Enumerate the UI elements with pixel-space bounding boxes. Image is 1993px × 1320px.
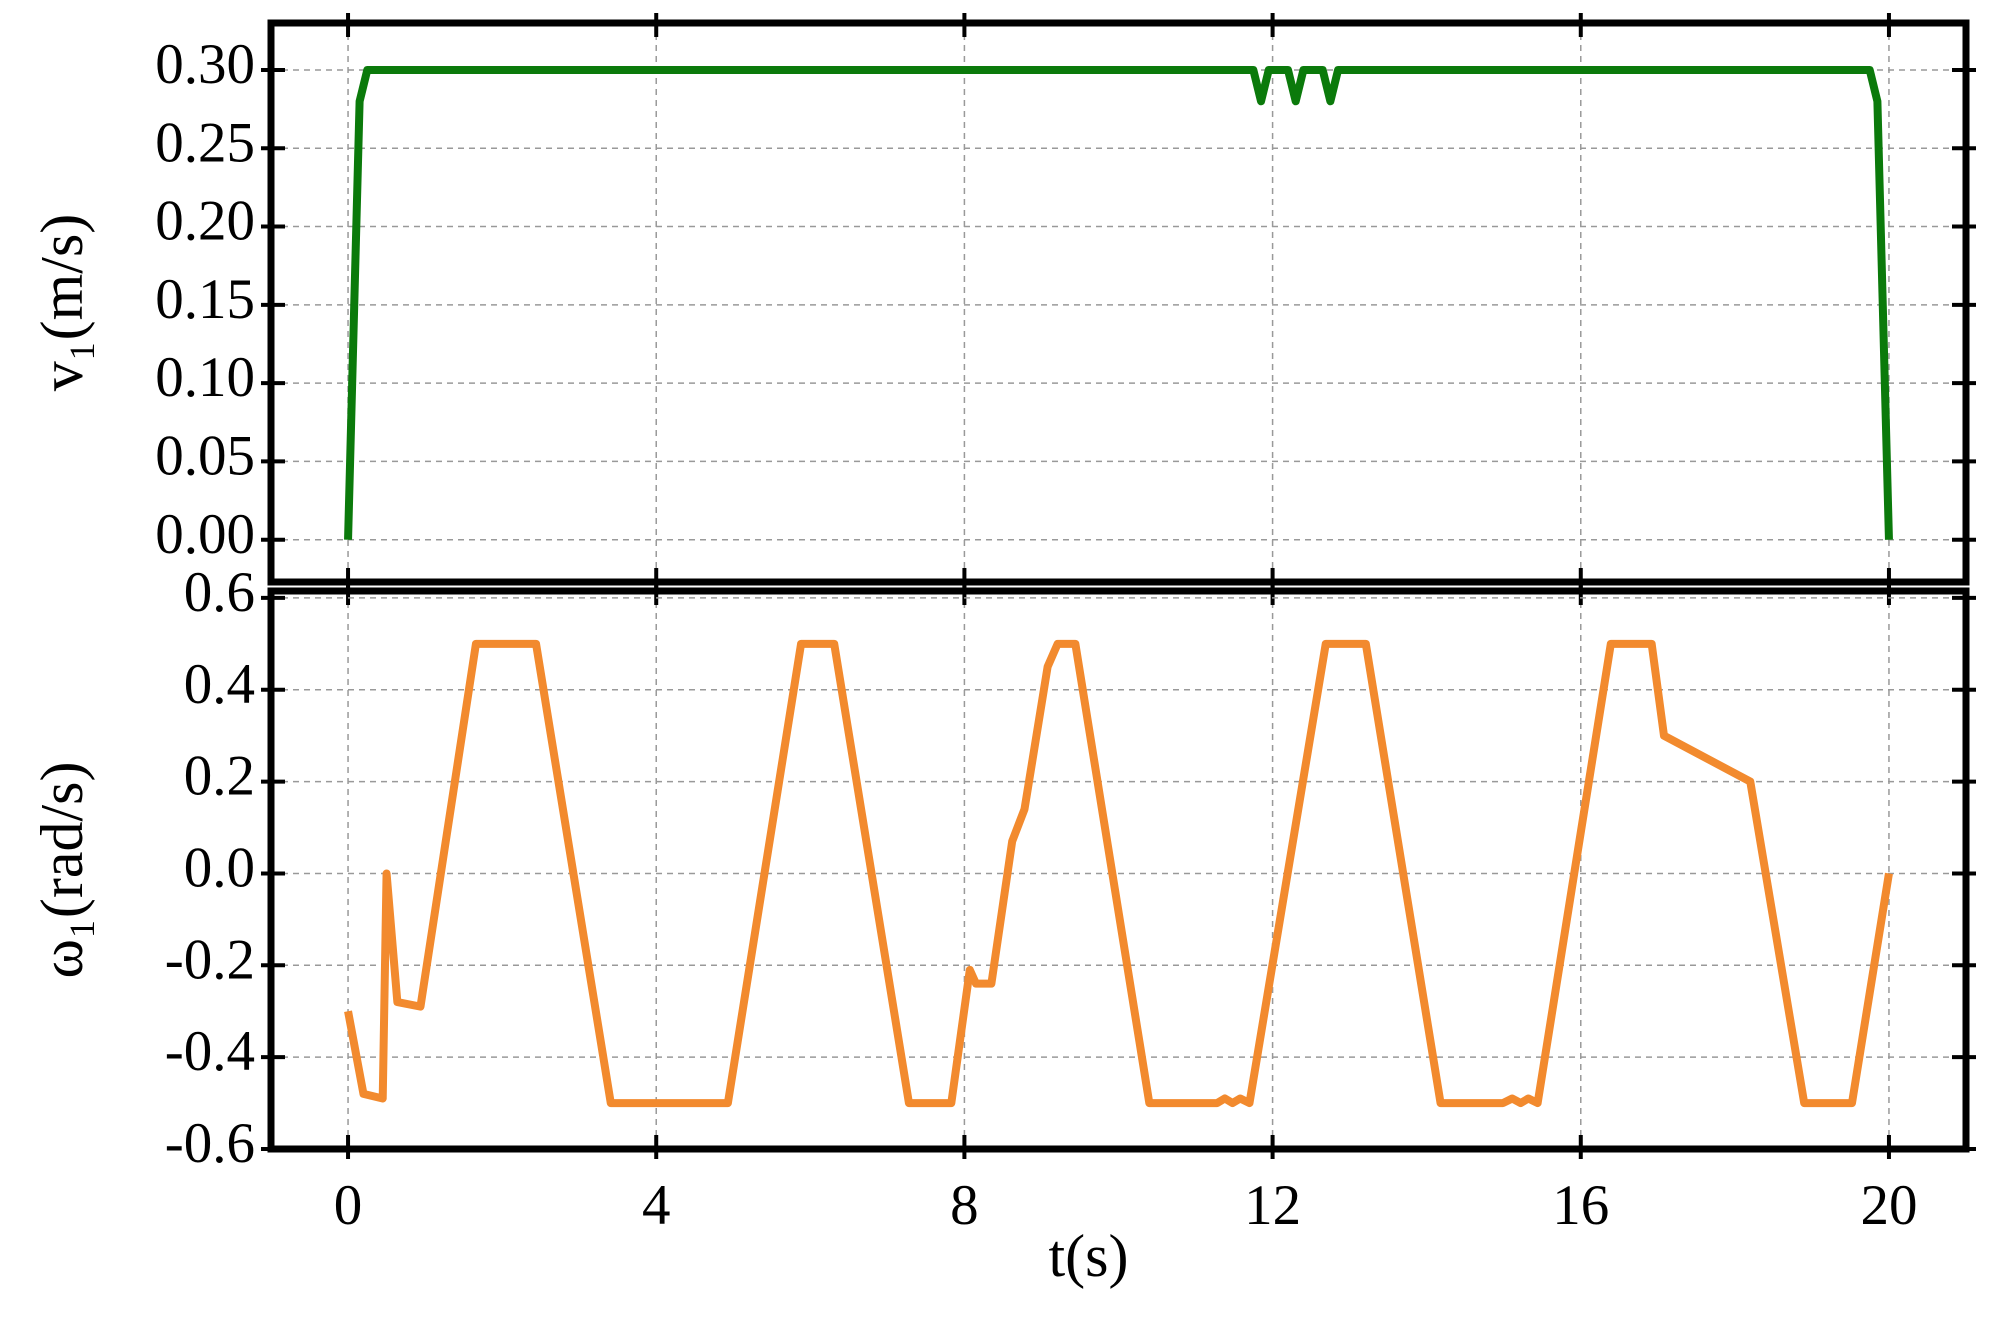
x-axis-label: t(s) — [1049, 1223, 1129, 1289]
plot-frame — [267, 19, 1970, 586]
plot-frame — [267, 587, 1970, 1153]
y-tick-label: 0.10 — [155, 346, 255, 409]
y-tick-label: 0.0 — [184, 837, 255, 900]
y-tick-label: 0.05 — [155, 425, 255, 488]
y-tick-label: -0.6 — [165, 1112, 255, 1175]
x-tick-label: 20 — [1860, 1174, 1917, 1237]
x-tick-label: 8 — [950, 1174, 979, 1237]
y-axis-label: v₁(m/s) — [29, 214, 95, 392]
y-tick-label: 0.20 — [155, 190, 255, 253]
y-tick-label: 0.00 — [155, 503, 255, 566]
y-tick-label: -0.2 — [165, 928, 255, 991]
y-tick-label: 0.4 — [184, 653, 255, 716]
y-tick-label: 0.2 — [184, 745, 255, 808]
y-axis-label: ω₁(rad/s) — [29, 761, 95, 978]
data-line — [344, 65, 1893, 540]
y-tick-label: 0.6 — [184, 561, 255, 624]
y-tick-label: 0.30 — [155, 33, 255, 96]
x-tick-label: 12 — [1244, 1174, 1301, 1237]
x-tick-label: 16 — [1552, 1174, 1609, 1237]
y-tick-label: 0.15 — [155, 268, 255, 331]
y-tick-label: -0.4 — [165, 1020, 255, 1083]
x-tick-label: 4 — [642, 1174, 671, 1237]
x-tick-label: 0 — [334, 1174, 363, 1237]
y-tick-label: 0.25 — [155, 111, 255, 174]
data-line — [344, 639, 1893, 1108]
